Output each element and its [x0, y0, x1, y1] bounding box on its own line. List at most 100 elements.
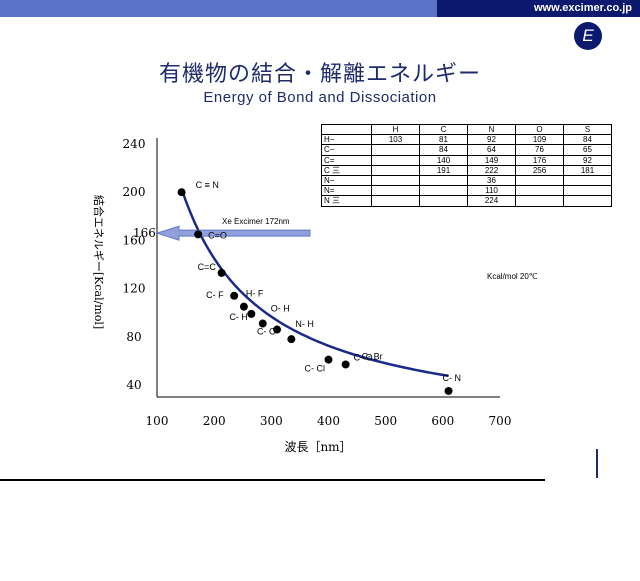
x-tick-label: 100 [146, 414, 169, 428]
x-axis-label: 波長［nm］ [284, 440, 351, 454]
table-row: H− 103 81 92 109 84 [321, 134, 612, 146]
bond-energy-table: H C N O S H− 103 81 92 109 84 C− 84 64 7… [321, 123, 612, 207]
point-label: N- H [295, 319, 314, 329]
table-cell [563, 185, 612, 197]
table-cell [371, 144, 420, 156]
point-label: C- N [443, 373, 462, 383]
table-cell: 36 [467, 174, 516, 187]
table-header-cell: O [515, 123, 564, 136]
table-cell: C 三 [321, 164, 372, 176]
header-bar-right: www.excimer.co.jp [437, 0, 640, 17]
table-cell [419, 174, 468, 187]
table-cell: 176 [515, 154, 564, 166]
excimer-arrow-layer: Xe Excimer 172nm 166 [133, 217, 311, 241]
data-point [341, 360, 350, 369]
point-label: C=C [198, 262, 217, 272]
table-row: C− 84 64 76 65 [321, 144, 612, 156]
x-tick-label: 600 [431, 414, 454, 428]
data-point [287, 335, 296, 344]
table-cell [419, 185, 468, 197]
table-cell [515, 185, 564, 197]
data-point [324, 355, 333, 364]
table-cell: 222 [467, 164, 516, 176]
data-point [273, 325, 282, 334]
data-point [230, 291, 239, 300]
table-row: C= 140 149 176 92 [321, 154, 612, 166]
point-labels-layer: C ≡ N C=O C=C C- F H- F C- H O- H C- C N- H C- Cl… [196, 180, 461, 383]
table-cell: 103 [371, 134, 420, 146]
y-tick-label: 160 [123, 233, 146, 247]
data-point [247, 309, 256, 318]
table-cell: 140 [419, 154, 468, 166]
table-cell: 84 [563, 134, 612, 146]
page-title-japanese: 有機物の結合・解離エネルギー [158, 62, 481, 87]
table-row: N 三 224 [321, 195, 612, 207]
table-cell [371, 164, 420, 176]
y-axis-label: 結合エネルギー[Kcal/mol] [92, 195, 106, 329]
table-cell: C= [321, 154, 372, 166]
x-tick-label: 500 [374, 414, 397, 428]
table-cell [371, 195, 420, 207]
table-cell [515, 174, 564, 187]
table-cell: 109 [515, 134, 564, 146]
data-point [177, 188, 186, 197]
page-title-english: Energy of Bond and Dissociation [203, 89, 437, 106]
table-header-cell: H [371, 123, 420, 136]
table-header-cell [321, 123, 372, 136]
table-cell: 256 [515, 164, 564, 176]
point-label: C- F [206, 290, 224, 300]
x-tick-label: 200 [203, 414, 226, 428]
table-header-cell: N [467, 123, 516, 136]
site-url[interactable]: www.excimer.co.jp [533, 2, 632, 14]
table-cell: H− [321, 134, 372, 146]
table-header-row: H C N O S [321, 123, 612, 136]
table-cell: N− [321, 174, 372, 187]
y-tick-label: 80 [126, 330, 141, 344]
y-tick-label: 200 [123, 185, 146, 199]
x-tick-label: 700 [489, 414, 512, 428]
point-label: C- Cl [305, 364, 326, 374]
table-cell [563, 174, 612, 187]
table-cell [563, 195, 612, 207]
table-cell: N= [321, 185, 372, 197]
table-row: N− 36 [321, 174, 612, 187]
data-point [194, 230, 203, 239]
table-cell: 110 [467, 185, 516, 197]
excimer-annotation: Xe Excimer 172nm [222, 217, 290, 226]
data-point [444, 386, 453, 395]
data-point [239, 302, 248, 311]
table-cell: 64 [467, 144, 516, 156]
table-cell [371, 185, 420, 197]
table-cell: 191 [419, 164, 468, 176]
table-header-cell: C [419, 123, 468, 136]
point-label: C ≡ N [196, 180, 219, 190]
point-label: C- Br [362, 352, 383, 362]
point-label: C=O [208, 230, 227, 240]
x-tick-label: 400 [317, 414, 340, 428]
point-label: C- H [229, 312, 248, 322]
y-tick-label: 240 [123, 137, 146, 151]
x-tick-label: 300 [260, 414, 283, 428]
data-point [258, 319, 267, 328]
table-cell: 76 [515, 144, 564, 156]
table-row: C 三 191 222 256 181 [321, 164, 612, 176]
fit-curve-layer [180, 188, 449, 378]
bottom-divider [0, 479, 545, 481]
table-cell: C− [321, 144, 372, 156]
table-cell [419, 195, 468, 207]
point-label: H- F [246, 289, 264, 299]
table-cell: N 三 [321, 195, 372, 207]
table-header-cell: S [563, 123, 612, 136]
table-cell [371, 154, 420, 166]
table-cell: 224 [467, 195, 516, 207]
table-row: N= 110 [321, 185, 612, 197]
y-tick-label: 40 [126, 378, 141, 392]
company-logo: E [574, 22, 602, 50]
header-bar-left [0, 0, 437, 17]
fit-curve [180, 188, 449, 378]
table-cell [371, 174, 420, 187]
table-cell: 65 [563, 144, 612, 156]
y-tick-label: 120 [123, 282, 146, 296]
table-cell [515, 195, 564, 207]
